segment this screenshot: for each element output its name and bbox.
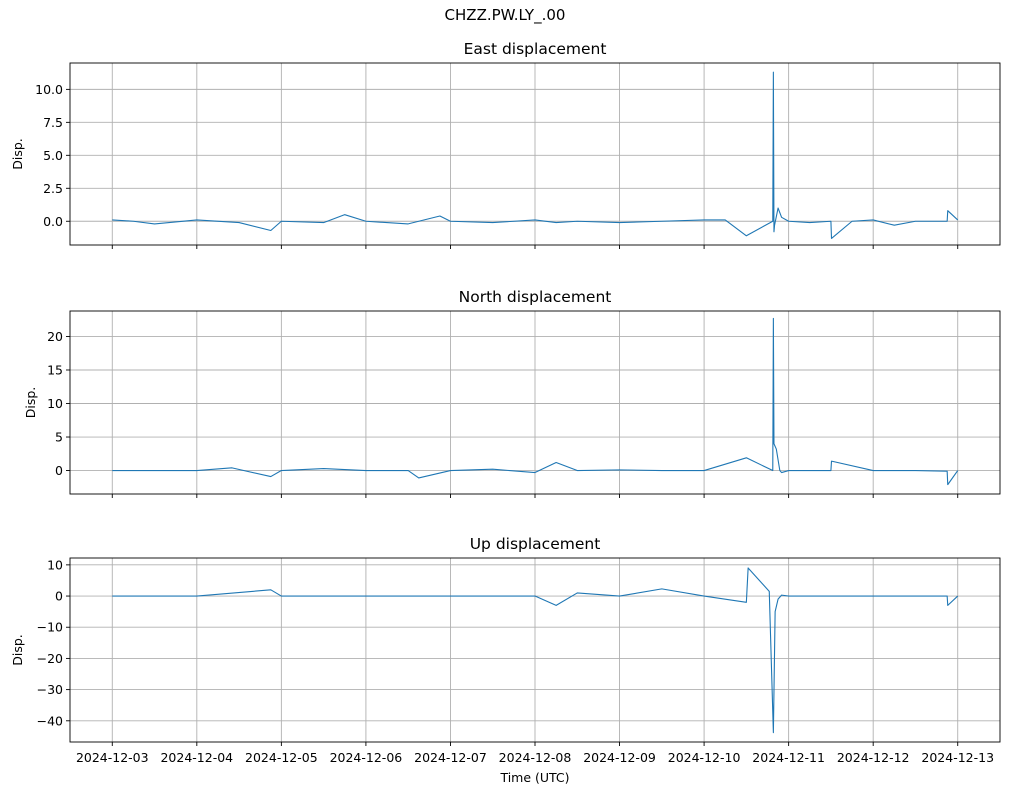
y-tick-label: −20	[37, 651, 63, 666]
y-tick-label: 0	[55, 589, 63, 604]
x-tick-label: 2024-12-13	[921, 750, 994, 765]
subplot-1: 0.0 2.5 5.0 7.5 10.0 East displacement Disp.	[10, 40, 1001, 249]
figure-title: CHZZ.PW.LY_.00	[444, 6, 566, 24]
series-line-1	[112, 317, 959, 486]
y-tick-label: 10	[47, 557, 63, 572]
axes-frame	[69, 62, 1001, 246]
y-tick-label: 7.5	[43, 115, 63, 130]
y-tick-label: 20	[47, 329, 63, 344]
y-tick-label: 10.0	[35, 82, 63, 97]
subplot-title: Up displacement	[470, 535, 601, 553]
y-tick-label: 5	[55, 430, 63, 445]
y-tick-label: −40	[37, 713, 63, 728]
x-tick-label: 2024-12-11	[752, 750, 825, 765]
x-tick-label: 2024-12-06	[330, 750, 403, 765]
y-tick-label: 5.0	[43, 148, 63, 163]
x-tick-label: 2024-12-10	[668, 750, 741, 765]
x-tick-label: 2024-12-08	[499, 750, 572, 765]
x-tick-label: 2024-12-04	[160, 750, 233, 765]
y-tick-label: 10	[47, 396, 63, 411]
x-tick-label: 2024-12-03	[76, 750, 149, 765]
y-tick-label: 15	[47, 362, 63, 377]
subplot-3: 2024-12-03 2024-12-04 2024-12-05 2024-12-06…	[10, 535, 1001, 785]
subplot-title: East displacement	[464, 40, 607, 58]
series-line-1	[112, 71, 959, 239]
y-tick-label: −10	[37, 620, 63, 635]
subplot-2: 0 5 10 15 20 North displacement Disp.	[23, 288, 1001, 498]
x-tick-label: 2024-12-09	[583, 750, 656, 765]
y-tick-label: −30	[37, 682, 63, 697]
subplot-title: North displacement	[459, 288, 612, 306]
series-line-1	[112, 567, 959, 734]
y-axis-label: Disp.	[10, 634, 25, 666]
axes-frame	[69, 557, 1001, 743]
y-axis-label: Disp.	[23, 387, 38, 419]
y-tick-label: 2.5	[43, 181, 63, 196]
x-tick-label: 2024-12-07	[414, 750, 487, 765]
x-axis-label: Time (UTC)	[499, 770, 569, 785]
x-tick-label: 2024-12-05	[245, 750, 318, 765]
axes-frame	[69, 310, 1001, 495]
y-tick-label: 0.0	[43, 214, 63, 229]
y-tick-label: 0	[55, 463, 63, 478]
x-tick-label: 2024-12-12	[837, 750, 910, 765]
y-axis-label: Disp.	[10, 138, 25, 170]
